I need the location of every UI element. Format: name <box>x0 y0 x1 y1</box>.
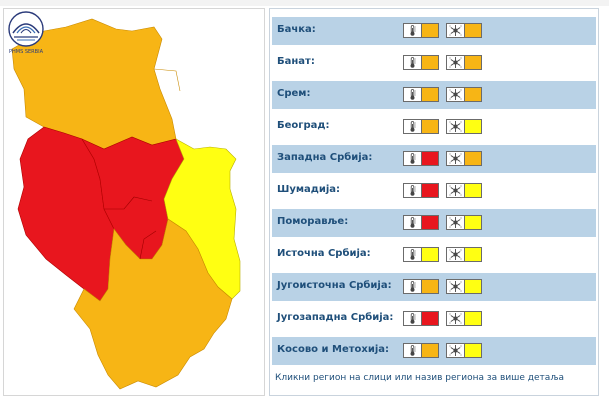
cold-warning-level <box>464 55 482 70</box>
snowflake-icon <box>446 279 465 294</box>
region-name-link[interactable]: Источна Србија: <box>277 248 371 259</box>
region-name-link[interactable]: Београд: <box>277 120 330 131</box>
snowflake-icon <box>446 183 465 198</box>
thermometer-icon <box>403 151 422 166</box>
snowflake-icon <box>446 23 465 38</box>
cold-warning-level <box>464 215 482 230</box>
region-row[interactable]: Београд: <box>272 113 596 141</box>
heat-warning-level <box>421 247 439 262</box>
region-row[interactable]: Косово и Метохија: <box>272 337 596 365</box>
region-name-link[interactable]: Југозападна Србија: <box>277 312 394 323</box>
inner-border-3 <box>153 68 181 92</box>
inner-border-2 <box>139 230 157 260</box>
heat-warning-level <box>421 23 439 38</box>
snowflake-icon <box>446 87 465 102</box>
region-row[interactable]: Банат: <box>272 49 596 77</box>
inner-border-1 <box>104 196 153 210</box>
map-region-south[interactable] <box>73 218 233 390</box>
heat-warning-level <box>421 87 439 102</box>
thermometer-icon <box>403 215 422 230</box>
region-name-link[interactable]: Шумадија: <box>277 184 341 195</box>
heat-warning-level <box>421 279 439 294</box>
region-row[interactable]: Бачка: <box>272 17 596 45</box>
thermometer-icon <box>403 343 422 358</box>
thermometer-icon <box>403 87 422 102</box>
thermometer-icon <box>403 119 422 134</box>
heat-warning-level <box>421 151 439 166</box>
region-row[interactable]: Југоисточна Србија: <box>272 273 596 301</box>
cold-warning-level <box>464 151 482 166</box>
heat-warning-level <box>421 343 439 358</box>
snowflake-icon <box>446 343 465 358</box>
region-row[interactable]: Поморавље: <box>272 209 596 237</box>
thermometer-icon <box>403 279 422 294</box>
snowflake-icon <box>446 119 465 134</box>
heat-warning-level <box>421 55 439 70</box>
snowflake-icon <box>446 215 465 230</box>
region-row[interactable]: Југозападна Србија: <box>272 305 596 333</box>
snowflake-icon <box>446 55 465 70</box>
svg-text:PHMS SERBIA: PHMS SERBIA <box>9 49 44 55</box>
region-name-link[interactable]: Западна Србија: <box>277 152 373 163</box>
cold-warning-level <box>464 279 482 294</box>
heat-warning-level <box>421 183 439 198</box>
thermometer-icon <box>403 183 422 198</box>
cold-warning-level <box>464 183 482 198</box>
top-strip <box>0 0 609 6</box>
heat-warning-level <box>421 311 439 326</box>
cold-warning-level <box>464 311 482 326</box>
heat-warning-level <box>421 119 439 134</box>
region-name-link[interactable]: Југоисточна Србија: <box>277 280 392 291</box>
cold-warning-level <box>464 87 482 102</box>
region-name-link[interactable]: Поморавље: <box>277 216 349 227</box>
map-svg <box>11 18 241 390</box>
region-row[interactable]: Шумадија: <box>272 177 596 205</box>
heat-warning-level <box>421 215 439 230</box>
rhmz-logo-icon: PHMS SERBIA <box>8 11 44 55</box>
footer-note: Кликни регион на слици или назив региона… <box>275 373 564 383</box>
cold-warning-level <box>464 343 482 358</box>
region-row[interactable]: Источна Србија: <box>272 241 596 269</box>
region-row[interactable]: Срем: <box>272 81 596 109</box>
region-name-link[interactable]: Срем: <box>277 88 311 99</box>
region-name-link[interactable]: Банат: <box>277 56 315 67</box>
region-name-link[interactable]: Бачка: <box>277 24 316 35</box>
cold-warning-level <box>464 23 482 38</box>
region-name-link[interactable]: Косово и Метохија: <box>277 344 390 355</box>
cold-warning-level <box>464 247 482 262</box>
thermometer-icon <box>403 55 422 70</box>
thermometer-icon <box>403 23 422 38</box>
thermometer-icon <box>403 247 422 262</box>
map-region-east[interactable] <box>163 138 241 300</box>
map-region-north[interactable] <box>11 18 177 150</box>
snowflake-icon <box>446 151 465 166</box>
snowflake-icon <box>446 247 465 262</box>
cold-warning-level <box>464 119 482 134</box>
thermometer-icon <box>403 311 422 326</box>
region-row[interactable]: Западна Србија: <box>272 145 596 173</box>
region-warning-table: Бачка: Банат: Срем: Београд: Западна Србија:… <box>269 8 599 396</box>
snowflake-icon <box>446 311 465 326</box>
serbia-warning-map[interactable]: PHMS SERBIA <box>3 8 265 396</box>
